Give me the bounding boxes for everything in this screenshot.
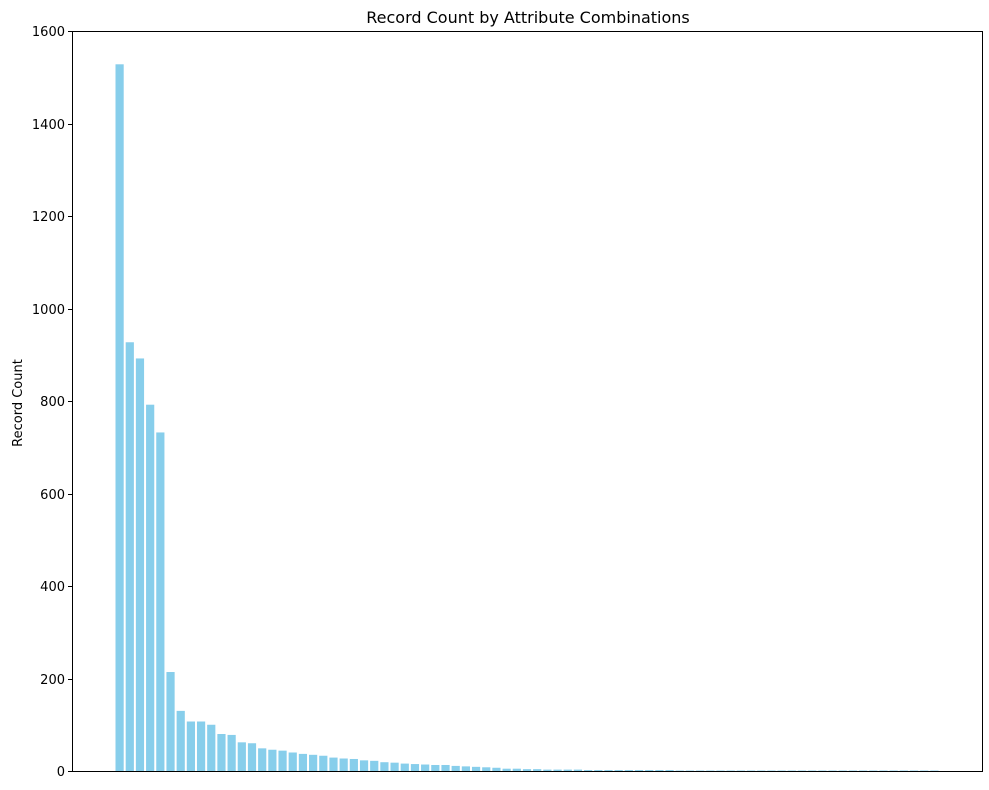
plot-frame — [72, 31, 983, 772]
bar-21 — [319, 755, 328, 771]
chart-title: Record Count by Attribute Combinations — [366, 8, 690, 27]
bar-5 — [156, 432, 165, 771]
y-tick-label: 1600 — [32, 25, 65, 40]
bar-51 — [624, 770, 633, 771]
bar-20 — [309, 754, 318, 771]
bar-42 — [533, 769, 542, 771]
bar-37 — [482, 767, 491, 771]
y-axis: 0 200 400 600 800 1000 1200 1400 1600 — [32, 25, 72, 780]
bar-13 — [237, 742, 246, 771]
bar-27 — [380, 762, 389, 771]
bar-23 — [339, 758, 348, 771]
bar-6 — [166, 672, 175, 771]
bar-11 — [217, 734, 226, 771]
bar-24 — [349, 758, 358, 771]
bar-48 — [594, 770, 603, 771]
bars-group — [115, 64, 939, 772]
bar-4 — [146, 404, 155, 771]
bar-50 — [614, 770, 623, 771]
y-tick-label: 1000 — [32, 303, 65, 318]
bar-9 — [196, 721, 206, 771]
bar-8 — [186, 721, 195, 771]
bar-22 — [329, 757, 338, 771]
y-tick-label: 0 — [57, 765, 65, 780]
bar-46 — [573, 769, 583, 771]
bar-12 — [227, 734, 236, 771]
bar-53 — [645, 770, 654, 771]
bar-19 — [298, 753, 308, 771]
bar-44 — [553, 769, 562, 771]
bar-1 — [115, 64, 124, 772]
bar-54 — [655, 770, 664, 771]
bar-32 — [431, 764, 440, 771]
bar-45 — [563, 769, 572, 771]
y-tick-label: 800 — [40, 395, 65, 410]
bar-26 — [370, 760, 379, 771]
bar-33 — [441, 764, 450, 771]
y-axis-title: Record Count — [11, 359, 26, 447]
bar-55 — [665, 770, 674, 771]
bar-30 — [410, 764, 420, 771]
bar-14 — [247, 743, 257, 771]
bar-16 — [268, 749, 277, 771]
bar-52 — [634, 770, 644, 771]
bar-38 — [492, 767, 501, 771]
bar-34 — [451, 765, 460, 771]
bar-17 — [278, 750, 287, 771]
bar-47 — [584, 770, 593, 771]
bar-43 — [543, 769, 552, 771]
y-tick-label: 1200 — [32, 210, 65, 225]
y-tick-label: 1400 — [32, 118, 65, 133]
bar-41 — [522, 769, 532, 771]
bar-31 — [421, 764, 430, 771]
y-tick-label: 400 — [40, 580, 65, 595]
bar-49 — [604, 770, 613, 771]
bar-35 — [461, 766, 470, 772]
bar-7 — [176, 710, 185, 772]
bar-25 — [359, 760, 369, 771]
bar-28 — [390, 762, 399, 771]
bar-3 — [135, 358, 145, 771]
y-tick-label: 600 — [40, 488, 65, 503]
y-tick-label: 200 — [40, 673, 65, 688]
bar-2 — [125, 342, 134, 771]
bar-18 — [288, 752, 297, 771]
bar-29 — [400, 763, 409, 771]
bar-10 — [207, 724, 216, 771]
bar-36 — [471, 766, 481, 771]
bar-15 — [258, 748, 267, 771]
bar-39 — [502, 768, 511, 771]
bar-40 — [512, 768, 521, 771]
